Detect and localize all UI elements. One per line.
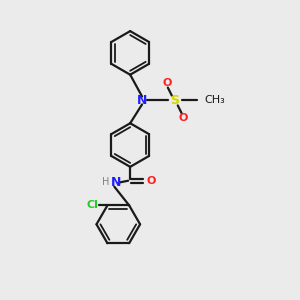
Text: N: N — [137, 94, 147, 107]
Text: N: N — [111, 176, 122, 189]
Text: O: O — [162, 78, 172, 88]
Text: H: H — [102, 177, 110, 187]
Text: O: O — [146, 176, 156, 186]
Text: S: S — [170, 94, 179, 107]
Text: O: O — [178, 113, 188, 123]
Text: CH₃: CH₃ — [205, 95, 225, 106]
Text: Cl: Cl — [87, 200, 98, 210]
